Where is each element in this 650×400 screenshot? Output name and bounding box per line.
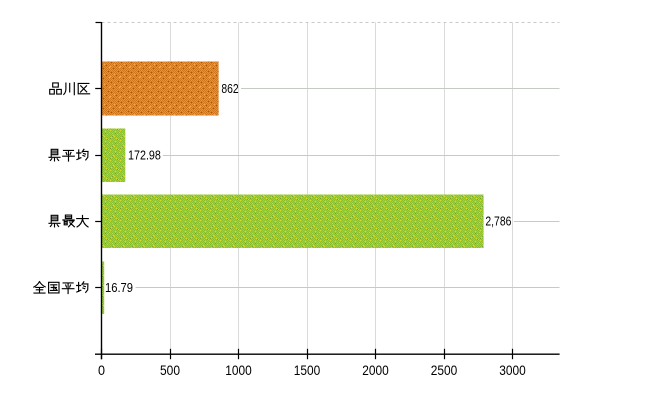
svg-text:500: 500: [160, 362, 180, 378]
svg-text:1500: 1500: [294, 362, 321, 378]
svg-text:16.79: 16.79: [105, 281, 133, 295]
svg-text:172.98: 172.98: [128, 149, 161, 163]
svg-text:2,786: 2,786: [485, 215, 511, 229]
svg-text:3000: 3000: [499, 362, 526, 378]
svg-text:2000: 2000: [362, 362, 389, 378]
svg-text:862: 862: [221, 82, 238, 96]
svg-text:1000: 1000: [225, 362, 252, 378]
svg-text:0: 0: [98, 362, 105, 378]
svg-text:2500: 2500: [431, 362, 458, 378]
